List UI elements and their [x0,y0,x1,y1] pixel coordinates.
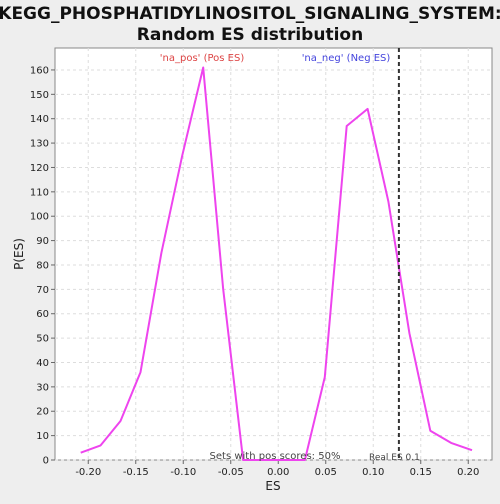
x-tick-label: 0.20 [457,467,479,478]
y-tick-label: 60 [36,309,49,320]
y-tick-label: 50 [36,334,49,345]
y-tick-label: 90 [36,236,49,247]
x-tick-label: -0.10 [170,467,196,478]
x-tick-label: -0.05 [218,467,244,478]
y-axis-label: P(ES) [12,238,26,270]
x-tick-label: 0.05 [315,467,337,478]
y-tick-label: 80 [36,260,49,271]
x-axis-label: ES [265,479,280,493]
y-tick-label: 140 [30,114,49,125]
y-tick-label: 100 [30,212,49,223]
y-tick-label: 10 [36,431,49,442]
chart-title-line1: KEGG_PHOSPHATIDYLINOSITOL_SIGNALING_SYST… [0,4,500,24]
y-tick-label: 150 [30,90,49,101]
pos-scores-footer: Sets with pos scores: 50% [210,451,341,462]
x-tick-label: 0.15 [410,467,432,478]
y-tick-label: 30 [36,382,49,393]
y-tick-label: 70 [36,285,49,296]
y-tick-label: 110 [30,187,49,198]
x-tick-label: 0.10 [362,467,384,478]
y-tick-label: 20 [36,407,49,418]
es-distribution-line [80,66,473,461]
y-tick-label: 40 [36,358,49,369]
y-tick-label: 130 [30,139,49,150]
chart-title-line2: Random ES distribution [137,25,363,45]
x-tick-label: -0.20 [75,467,101,478]
plot-area [54,47,493,461]
neg-es-label: 'na_neg' (Neg ES) [302,53,391,64]
x-tick-label: 0.00 [267,467,289,478]
y-tick-label: 120 [30,163,49,174]
y-tick-label: 160 [30,65,49,76]
real-es-label: Real ES 0.1 [369,453,420,463]
pos-es-label: 'na_pos' (Pos ES) [160,53,245,64]
x-tick-label: -0.15 [123,467,149,478]
y-tick-label: 0 [43,456,49,467]
